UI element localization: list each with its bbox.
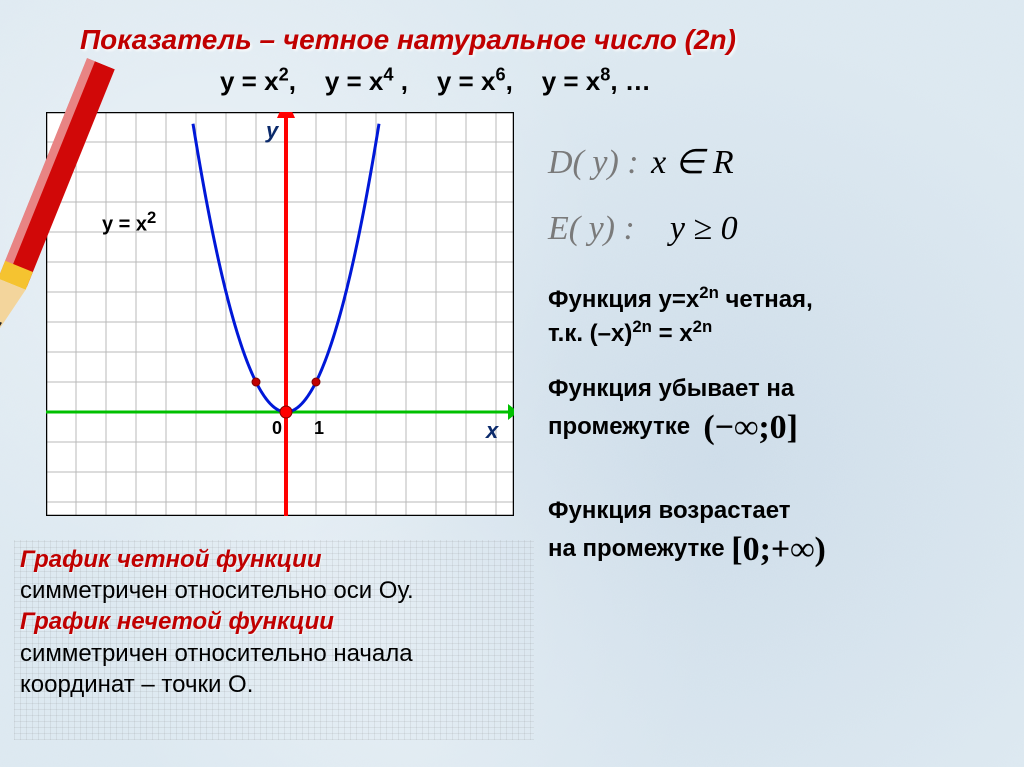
eq-item: y = x6, (437, 66, 535, 96)
equation-list: y = x2, y = x4 , y = x6, y = x8, … (220, 64, 651, 97)
curve-label: у = х2 (102, 208, 156, 237)
properties-column: D( y) : x ∈ R E( y) : y ≥ 0 Функция у=х2… (548, 142, 1008, 591)
graph-svg (46, 112, 514, 516)
parity-property: Функция у=х2n четная, т.к. (–х)2n = x2n (548, 282, 1008, 351)
range-body: y ≥ 0 (661, 210, 737, 247)
note-heading-even: График четной функции (20, 544, 530, 575)
eq-item: y = x2, (220, 66, 318, 96)
eq-item: y = x8, … (542, 66, 651, 96)
y-axis-label: у (266, 118, 278, 144)
eq-item: y = x4 , (325, 66, 430, 96)
note-line: симметричен относительно оси Оу. (20, 575, 530, 606)
note-line: симметричен относительно начала (20, 638, 530, 669)
graph-area: у = х2 у х 0 1 (46, 112, 514, 516)
note-heading-odd: График нечетой функции (20, 606, 530, 637)
origin-label: 0 (272, 418, 282, 439)
page-title: Показатель – четное натуральное число (2… (80, 24, 736, 56)
x-axis-label: х (486, 418, 498, 444)
note-line: координат – точки О. (20, 669, 530, 700)
increasing-property: Функция возрастает на промежутке [0;+∞) (548, 495, 1008, 573)
domain-line: D( y) : x ∈ R (548, 142, 1008, 182)
symmetry-note: График четной функции симметричен относи… (20, 544, 530, 700)
decreasing-property: Функция убывает на промежутке (−∞;0] (548, 373, 1008, 451)
range-line: E( y) : y ≥ 0 (548, 210, 1008, 248)
domain-body: x ∈ R (651, 144, 733, 181)
one-label: 1 (314, 418, 324, 439)
